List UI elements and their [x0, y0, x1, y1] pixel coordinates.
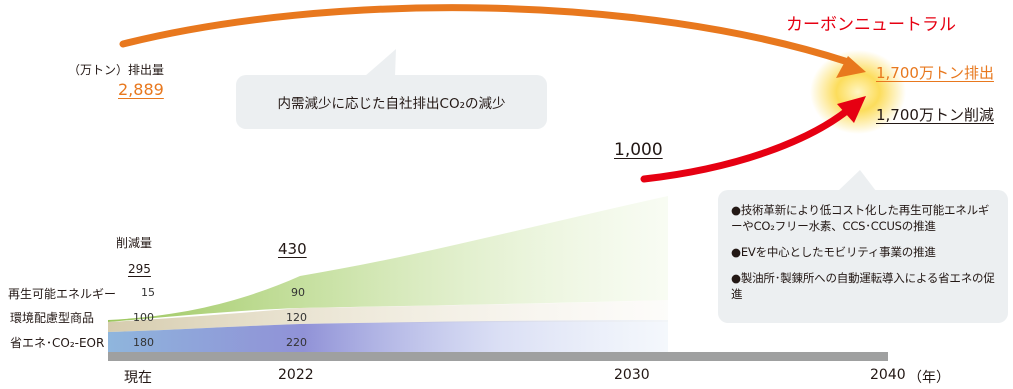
initiative-item: ●技術革新により低コスト化した再生可能エネルギーやCO₂フリー水素、CCS･CC…: [731, 203, 990, 233]
row-current-eco-products: 100: [133, 311, 154, 324]
time-axis: [108, 352, 888, 361]
axis-label-now: 現在: [124, 370, 152, 386]
emission-arrow: [119, 4, 852, 66]
target-emission-label: 1,700万トン排出: [876, 64, 994, 82]
reduction-header: 削減量: [116, 236, 153, 250]
row-current-renewable: 15: [141, 286, 155, 299]
info-box-tail: [838, 170, 876, 191]
reduction-total-2022: 430: [278, 240, 307, 258]
row-label-energy-saving: 省エネ･CO₂-EOR: [10, 336, 105, 350]
row-label-eco-products: 環境配慮型商品: [10, 311, 95, 325]
speech-bubble-tail: [365, 49, 396, 76]
speech-bubble-text: 内需減少に応じた自社排出CO₂の減少: [277, 96, 506, 112]
emission-unit-label: （万トン）排出量: [68, 63, 165, 77]
initiative-item: ●EVを中心としたモビリティ事業の推進: [731, 245, 936, 259]
emission-arrowhead: [836, 56, 866, 78]
carbon-neutral-glow: [810, 50, 906, 134]
axis-label-2030: 2030: [614, 367, 650, 383]
axis-label-2040: 2040: [870, 367, 906, 383]
initiatives-box: ●技術革新により低コスト化した再生可能エネルギーやCO₂フリー水素、CCS･CC…: [718, 190, 1008, 323]
axis-unit: （年）: [908, 370, 950, 386]
band-energy-saving: [108, 320, 668, 352]
axis-label-2022: 2022: [278, 367, 314, 383]
target-reduction-label: 1,700万トン削減: [876, 106, 994, 124]
initiative-item: ●製油所･製錬所への自動運転導入による省エネの促進: [731, 271, 995, 301]
reduction-arrowhead: [837, 96, 866, 123]
milestone-2030-value: 1,000: [614, 140, 663, 160]
row-current-energy-saving: 180: [133, 336, 154, 349]
row-2022-eco-products: 120: [286, 311, 307, 324]
row-2022-renewable: 90: [291, 286, 305, 299]
current-emission-value: 2,889: [118, 80, 164, 99]
reduction-total-current: 295: [128, 262, 151, 276]
row-2022-energy-saving: 220: [286, 336, 307, 349]
carbon-neutral-title: カーボンニュートラル: [786, 15, 956, 35]
row-label-renewable: 再生可能エネルギー: [8, 287, 117, 301]
band-renewable: [108, 196, 668, 322]
band-eco-products: [108, 300, 668, 332]
reduction-arrow: [640, 106, 852, 183]
speech-bubble: 内需減少に応じた自社排出CO₂の減少: [236, 75, 547, 129]
